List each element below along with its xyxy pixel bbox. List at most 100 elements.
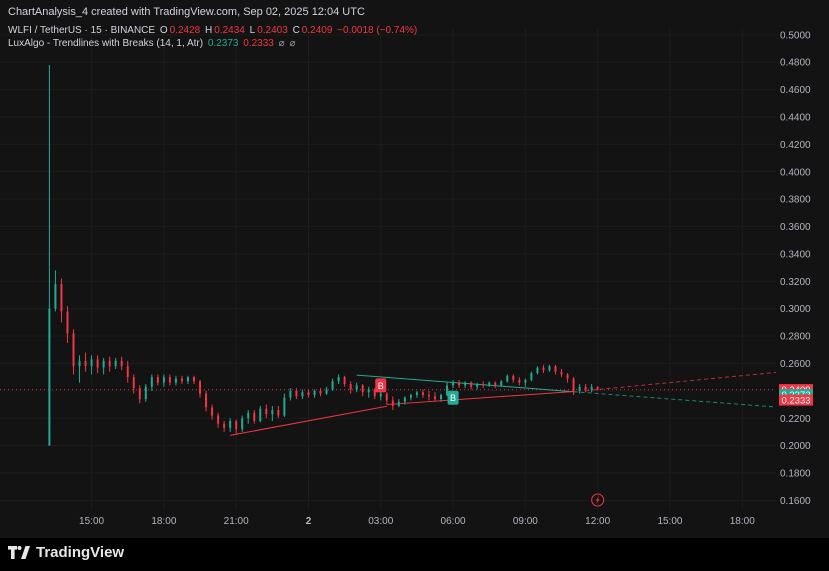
y-tick-label: 0.5000 — [780, 30, 811, 41]
change-value: −0.0018 (−0.74%) — [337, 25, 418, 36]
candle-body — [319, 390, 322, 394]
candle-body — [421, 392, 424, 395]
open-label: O — [159, 25, 168, 36]
candle-body — [349, 384, 352, 390]
indicator-name: LuxAlgo - Trendlines with Breaks (14, 1,… — [8, 38, 204, 49]
candle-body — [247, 412, 250, 419]
y-tick-label: 0.3000 — [780, 304, 811, 315]
tradingview-logo[interactable]: TradingView — [8, 544, 124, 561]
candle-body — [584, 386, 587, 390]
candle-body — [433, 396, 436, 400]
price-label: 0.2333 — [779, 394, 813, 407]
candle-body — [156, 377, 159, 383]
break-marker-box — [447, 390, 459, 405]
y-tick-label: 0.1600 — [780, 496, 811, 507]
tradingview-logo-icon — [8, 546, 30, 559]
y-tick-label: 0.2200 — [780, 414, 811, 425]
y-tick-label: 0.1800 — [780, 469, 811, 480]
low-value: 0.2403 — [257, 25, 288, 36]
candle-body — [331, 381, 334, 390]
candle-body — [367, 389, 370, 393]
candle-body — [337, 377, 340, 382]
candle-body — [313, 390, 316, 395]
candle-body — [217, 415, 220, 424]
candle-body — [530, 373, 533, 380]
candle-body — [54, 284, 57, 309]
chart-caption: ChartAnalysis_4 created with TradingView… — [8, 6, 365, 18]
y-tick-label: 0.3600 — [780, 222, 811, 233]
candle-body — [596, 387, 599, 390]
low-label: L — [249, 25, 256, 36]
y-tick-label: 0.4800 — [780, 58, 811, 69]
y-tick-label: 0.2800 — [780, 332, 811, 343]
candle-body — [138, 388, 141, 400]
indicator-legend[interactable]: LuxAlgo - Trendlines with Breaks (14, 1,… — [8, 38, 297, 49]
candle-body — [277, 410, 280, 416]
candle-body — [385, 393, 388, 401]
price-label-value: 0.2333 — [781, 396, 810, 407]
candle-body — [168, 377, 171, 383]
x-tick-label: 15:00 — [657, 516, 682, 527]
candle-body — [102, 360, 105, 368]
candle-body — [403, 397, 406, 402]
extensions-group — [573, 371, 777, 408]
y-tick-label: 0.4000 — [780, 167, 811, 178]
break-marker: B — [375, 378, 387, 393]
x-tick-label: 21:00 — [224, 516, 249, 527]
candle-body — [361, 385, 364, 393]
candle-body — [476, 384, 479, 387]
candle-body — [355, 385, 358, 390]
candle-body — [488, 382, 491, 386]
x-tick-label: 15:00 — [79, 516, 104, 527]
lightning-icon — [591, 493, 605, 507]
symbol-legend[interactable]: WLFI / TetherUS · 15 · BINANCE O 0.2428 H… — [8, 25, 419, 36]
lightning-icon-ring — [591, 493, 605, 507]
candle-body — [132, 377, 135, 389]
candle-body — [108, 360, 111, 367]
candle-body — [542, 367, 545, 371]
candle-body — [223, 423, 226, 428]
y-tick-label: 0.4600 — [780, 85, 811, 96]
candle-body — [78, 360, 81, 367]
price-label-box — [779, 394, 813, 406]
candle-body — [72, 333, 75, 367]
trendline-extension — [585, 371, 777, 392]
x-tick-label: 12:00 — [585, 516, 610, 527]
candle-body — [440, 394, 443, 400]
indicator-value-2: 0.2333 — [243, 38, 274, 49]
trendline-support — [230, 405, 387, 436]
lightning-icon-bolt — [595, 496, 600, 504]
candle-body — [235, 420, 238, 430]
symbol-name: WLFI / TetherUS · 15 · BINANCE — [8, 25, 156, 36]
chart-canvas[interactable]: 0.5000 0.4800 0.4600 0.4400 0.4200 0.4000 0.38… — [0, 0, 829, 538]
candle-body — [494, 382, 497, 386]
candle-body — [427, 394, 430, 397]
trendline-support — [386, 391, 574, 406]
eye-off-icon[interactable]: ⌀ — [289, 38, 296, 49]
eye-off-icon[interactable]: ⌀ — [278, 38, 285, 49]
y-tick-label: 0.4400 — [780, 113, 811, 124]
candle-body — [325, 389, 328, 394]
candle-body — [150, 377, 153, 387]
open-value: 0.2428 — [169, 25, 201, 36]
candle-body — [66, 311, 69, 334]
candle-body — [193, 377, 195, 382]
candle-body — [114, 360, 117, 367]
candle-body — [554, 366, 557, 372]
candle-body — [464, 382, 467, 386]
candle-body — [512, 375, 515, 380]
break-marker-label: B — [378, 381, 384, 391]
x-tick-label: 09:00 — [513, 516, 538, 527]
candle-body — [446, 385, 449, 395]
candle-body — [482, 384, 485, 386]
candle-body — [373, 389, 376, 397]
candle-body — [548, 366, 551, 371]
close-value: 0.2409 — [301, 25, 333, 36]
y-tick-label: 0.3400 — [780, 249, 811, 260]
candle-body — [458, 382, 461, 386]
candle-body — [283, 397, 286, 416]
break-marker-box — [375, 378, 387, 393]
candle-body — [60, 284, 63, 312]
y-tick-label: 0.2600 — [780, 359, 811, 370]
footer: TradingView — [0, 538, 829, 571]
